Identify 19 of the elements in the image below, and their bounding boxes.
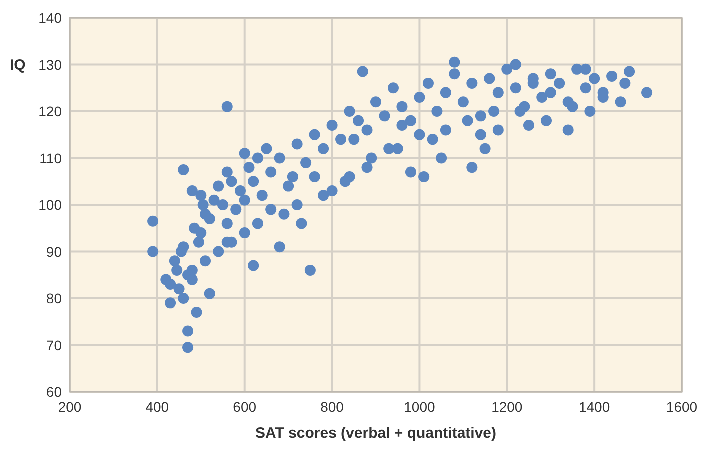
y-tick-label: 90 bbox=[46, 244, 62, 260]
x-tick-label: 1600 bbox=[666, 399, 698, 415]
x-tick-label: 400 bbox=[146, 399, 170, 415]
x-tick-label: 800 bbox=[320, 399, 344, 415]
x-tick-label: 1400 bbox=[578, 399, 610, 415]
x-tick-label: 1200 bbox=[492, 399, 523, 415]
y-tick-label: 130 bbox=[38, 56, 62, 73]
y-tick-label: 70 bbox=[46, 337, 62, 354]
y-axis-title: IQ bbox=[10, 56, 26, 74]
y-tick-label: 140 bbox=[38, 10, 62, 26]
y-tick-label: 110 bbox=[40, 150, 62, 166]
y-tick-label: 60 bbox=[46, 384, 62, 400]
y-tick-label: 100 bbox=[38, 197, 62, 213]
y-tick-label: 120 bbox=[38, 104, 62, 120]
x-tick-label: 1000 bbox=[404, 399, 436, 415]
x-tick-label: 600 bbox=[233, 399, 257, 415]
x-tick-label: 200 bbox=[58, 399, 82, 415]
y-tick-label: 80 bbox=[46, 290, 62, 306]
x-axis-title: SAT scores (verbal + quantitative) bbox=[255, 425, 497, 442]
